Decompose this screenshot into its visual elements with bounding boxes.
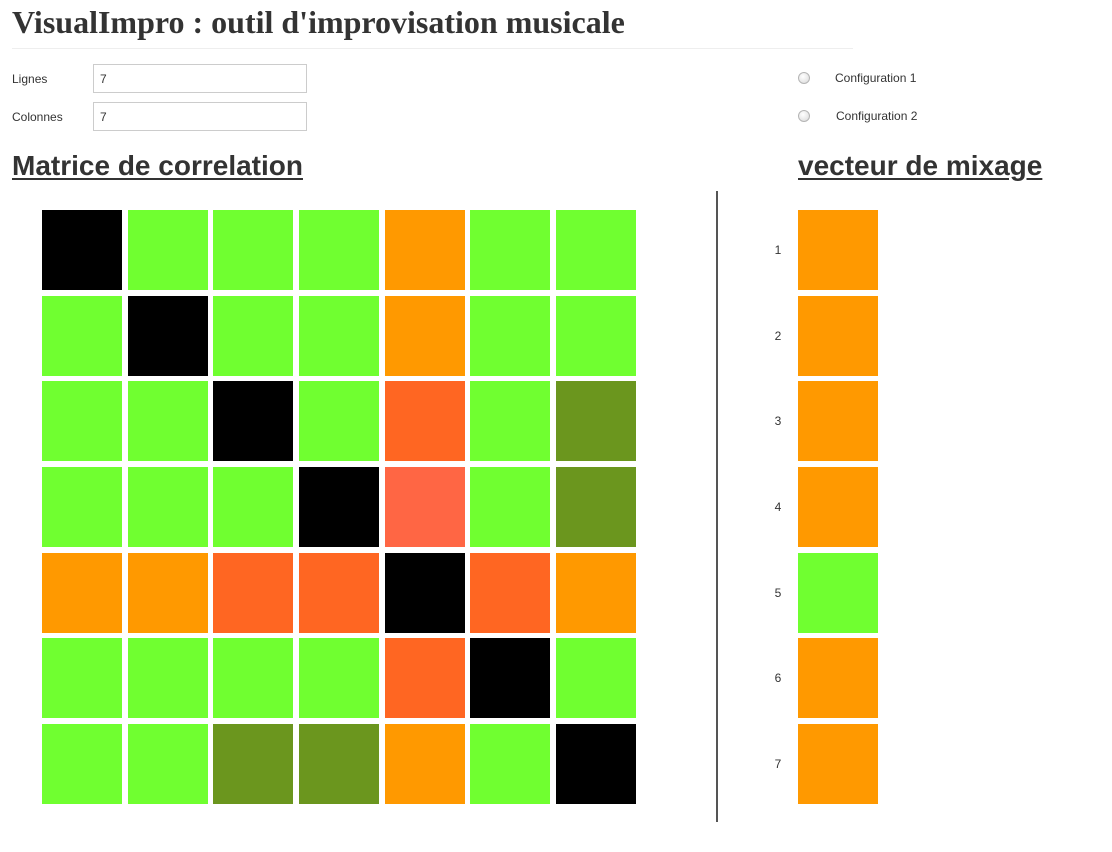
- matrix-cell-4-6[interactable]: [470, 466, 551, 547]
- matrix-cell-3-7[interactable]: [555, 381, 636, 462]
- correlation-matrix: [42, 210, 636, 804]
- mix-vector-cell-4[interactable]: [798, 466, 878, 547]
- mix-vector-cell-5[interactable]: [798, 552, 878, 633]
- matrix-cell-1-1[interactable]: [42, 210, 122, 290]
- matrix-cell-4-3[interactable]: [213, 466, 294, 547]
- matrix-cell-5-5[interactable]: [384, 552, 465, 633]
- matrix-cell-3-4[interactable]: [298, 381, 379, 462]
- matrix-cell-2-6[interactable]: [470, 295, 551, 376]
- mix-vector-index: 1: [774, 243, 782, 257]
- matrix-cell-3-3[interactable]: [213, 381, 294, 462]
- mix-vector-index: 7: [774, 756, 782, 771]
- matrix-cell-5-6[interactable]: [470, 552, 551, 633]
- mix-vector-heading: vecteur de mixage: [798, 150, 1043, 181]
- matrix-cell-5-4[interactable]: [298, 552, 379, 633]
- matrix-cell-7-4[interactable]: [298, 723, 379, 804]
- page-title: VisualImpro : outil d'improvisation musi…: [12, 4, 625, 40]
- matrix-cell-7-5[interactable]: [384, 723, 465, 804]
- matrix-cell-4-2[interactable]: [127, 466, 208, 547]
- matrix-cell-2-2[interactable]: [127, 295, 208, 376]
- matrix-cell-4-4[interactable]: [298, 466, 379, 547]
- matrix-cell-6-4[interactable]: [298, 638, 379, 719]
- matrix-cell-2-5[interactable]: [384, 295, 465, 376]
- mix-vector: 1 2 3 4 5 6 7: [760, 210, 878, 804]
- matrix-heading: Matrice de correlation: [12, 150, 303, 181]
- matrix-cell-6-1[interactable]: [42, 638, 122, 719]
- mix-vector-index: 3: [774, 414, 782, 429]
- mix-vector-index: 6: [774, 671, 782, 686]
- matrix-cell-2-3[interactable]: [213, 295, 294, 376]
- matrix-cell-2-7[interactable]: [555, 295, 636, 376]
- mix-vector-index: 2: [774, 328, 782, 343]
- configuration-1-radio[interactable]: [798, 72, 810, 84]
- matrix-cell-5-2[interactable]: [127, 552, 208, 633]
- matrix-cell-7-3[interactable]: [213, 723, 294, 804]
- matrix-cell-1-2[interactable]: [127, 210, 208, 290]
- matrix-cell-7-1[interactable]: [42, 723, 122, 804]
- matrix-cell-4-7[interactable]: [555, 466, 636, 547]
- matrix-cell-5-3[interactable]: [213, 552, 294, 633]
- configuration-2-label[interactable]: Configuration 2: [836, 109, 918, 123]
- matrix-cell-5-1[interactable]: [42, 552, 122, 633]
- cols-input[interactable]: [93, 102, 307, 131]
- configuration-2-radio[interactable]: [798, 110, 810, 122]
- matrix-cell-3-2[interactable]: [127, 381, 208, 462]
- matrix-cell-1-7[interactable]: [555, 210, 636, 290]
- matrix-cell-7-7[interactable]: [555, 723, 636, 804]
- matrix-cell-6-3[interactable]: [213, 638, 294, 719]
- mix-vector-cell-7[interactable]: [798, 723, 878, 804]
- mix-vector-cell-3[interactable]: [798, 381, 878, 462]
- matrix-cell-2-1[interactable]: [42, 295, 122, 376]
- matrix-cell-4-5[interactable]: [384, 466, 465, 547]
- matrix-cell-2-4[interactable]: [298, 295, 379, 376]
- matrix-cell-6-5[interactable]: [384, 638, 465, 719]
- matrix-cell-3-6[interactable]: [470, 381, 551, 462]
- matrix-cell-6-6[interactable]: [470, 638, 551, 719]
- mix-vector-index: 5: [774, 585, 782, 600]
- matrix-cell-3-1[interactable]: [42, 381, 122, 462]
- matrix-cell-4-1[interactable]: [42, 466, 122, 547]
- matrix-cell-7-2[interactable]: [127, 723, 208, 804]
- title-divider: [12, 48, 853, 49]
- matrix-cell-5-7[interactable]: [555, 552, 636, 633]
- vertical-divider: [716, 191, 718, 822]
- mix-vector-cell-6[interactable]: [798, 638, 878, 719]
- matrix-cell-1-6[interactable]: [470, 210, 551, 290]
- rows-input[interactable]: [93, 64, 307, 93]
- rows-label: Lignes: [12, 72, 48, 86]
- matrix-cell-6-7[interactable]: [555, 638, 636, 719]
- configuration-1-label[interactable]: Configuration 1: [835, 71, 917, 85]
- matrix-cell-1-4[interactable]: [298, 210, 379, 290]
- mix-vector-cell-1[interactable]: [798, 210, 878, 290]
- matrix-cell-7-6[interactable]: [470, 723, 551, 804]
- matrix-cell-3-5[interactable]: [384, 381, 465, 462]
- matrix-cell-6-2[interactable]: [127, 638, 208, 719]
- matrix-cell-1-5[interactable]: [384, 210, 465, 290]
- matrix-cell-1-3[interactable]: [213, 210, 294, 290]
- cols-label: Colonnes: [12, 110, 63, 124]
- mix-vector-cell-2[interactable]: [798, 295, 878, 376]
- mix-vector-index: 4: [774, 499, 782, 514]
